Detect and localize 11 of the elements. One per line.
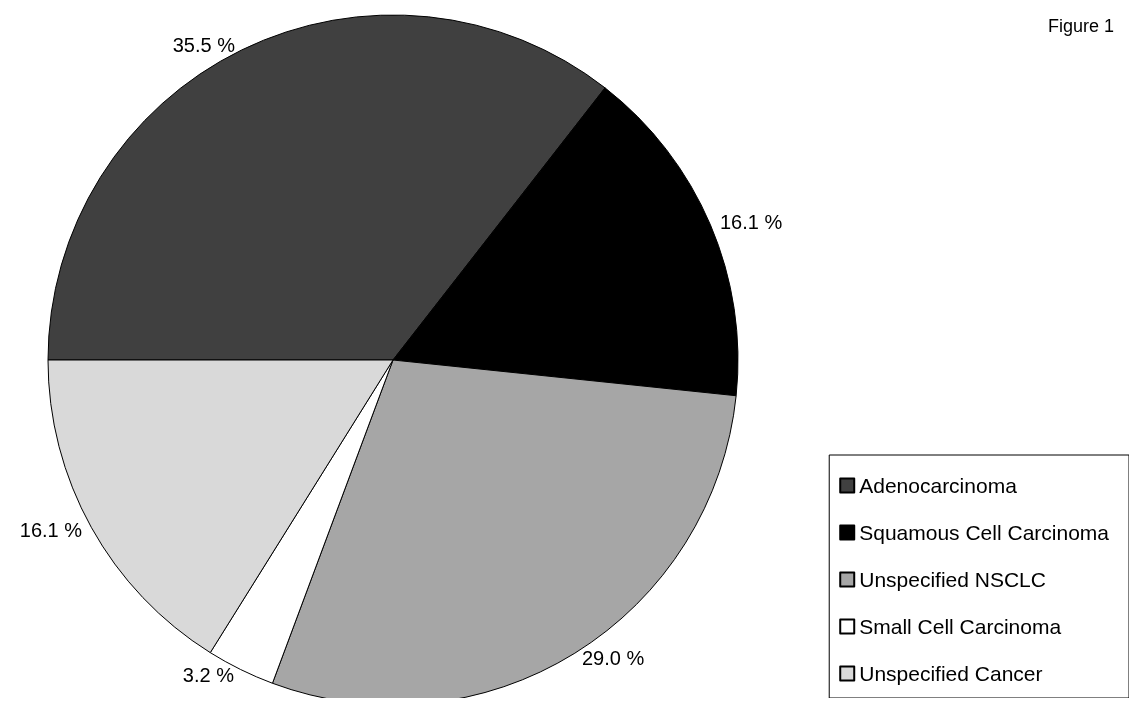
chart-title: Figure 1 (1047, 16, 1115, 36)
data-label: 35.5 % (172, 33, 236, 56)
legend-label: Unspecified Cancer (859, 662, 1043, 685)
legend-label: Squamous Cell Carcinoma (859, 521, 1110, 544)
legend-label: Small Cell Carcinoma (859, 615, 1062, 638)
legend-label: Unspecified NSCLC (859, 568, 1046, 591)
data-label: 3.2 % (182, 663, 235, 686)
data-label: 16.1 % (19, 519, 83, 542)
legend-label: Adenocarcinoma (859, 474, 1018, 497)
data-label: 29.0 % (581, 647, 645, 670)
data-label: 16.1 % (719, 211, 783, 234)
